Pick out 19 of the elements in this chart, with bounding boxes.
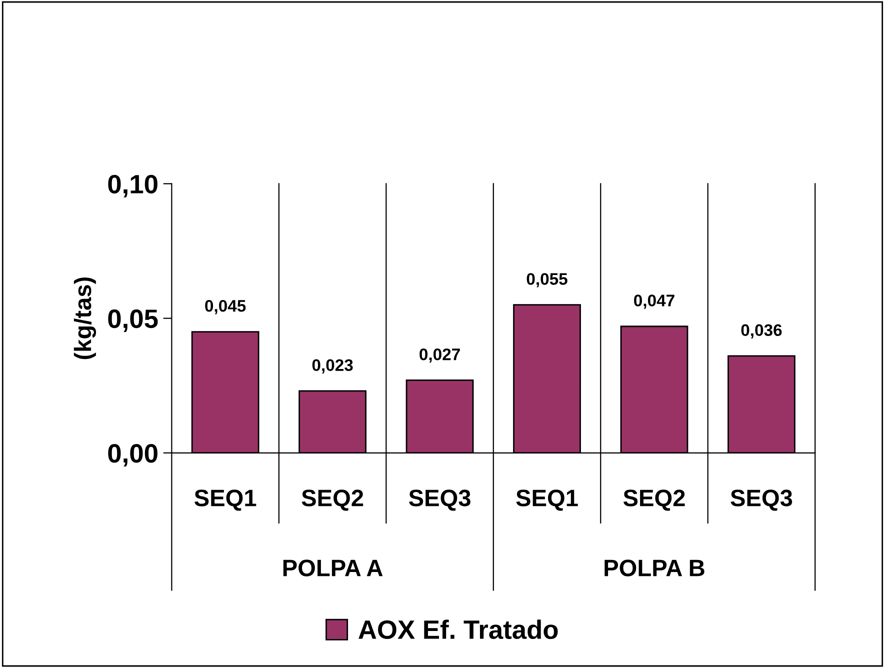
legend-label: AOX Ef. Tratado — [358, 620, 558, 640]
y-tick-label: 0,05 — [108, 309, 158, 332]
data-label: 0,045 — [205, 300, 246, 314]
x-tick-label: SEQ3 — [730, 490, 792, 511]
x-tick-label: SEQ2 — [623, 490, 685, 511]
data-label: 0,023 — [312, 359, 353, 374]
x-tick-label: SEQ3 — [408, 490, 470, 511]
x-tick-label: SEQ1 — [194, 490, 256, 511]
y-axis-title: (kg/tas) — [74, 277, 96, 360]
text: POLPA B — [604, 560, 704, 576]
y-tick-label: 0,10 — [108, 174, 158, 198]
data-label: 0,055 — [526, 273, 568, 288]
x-tick-label: SEQ1 — [516, 490, 578, 511]
text: POLPA A — [283, 560, 383, 576]
data-label: 0,036 — [741, 324, 782, 338]
data-label: 0,047 — [634, 294, 674, 309]
y-tick-label: 0,00 — [108, 444, 158, 467]
data-label: 0,027 — [420, 348, 460, 363]
x-tick-label: SEQ2 — [302, 490, 364, 511]
